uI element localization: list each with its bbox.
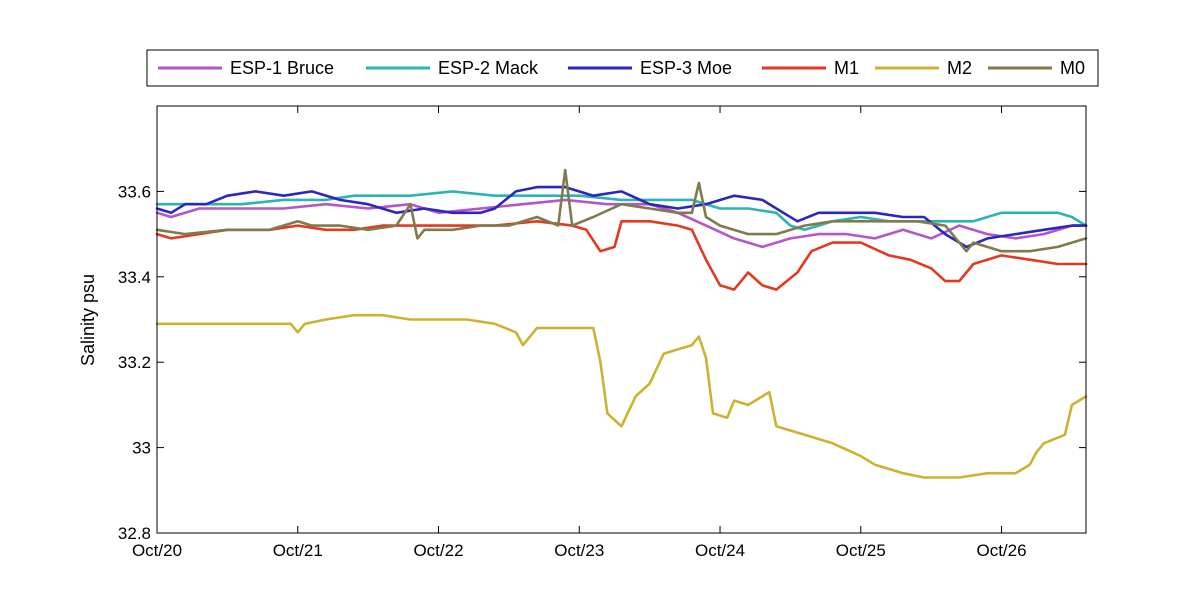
x-tick-label-3: Oct/23 <box>554 541 604 560</box>
x-tick-label-1: Oct/21 <box>273 541 323 560</box>
x-tick-label-5: Oct/25 <box>836 541 886 560</box>
series-line-3 <box>155 220 1088 291</box>
legend-label-1: ESP-2 Mack <box>438 58 539 78</box>
legend-label-2: ESP-3 Moe <box>640 58 732 78</box>
legend-label-5: M0 <box>1060 58 1085 78</box>
series-line-2 <box>155 185 1088 249</box>
x-tick-label-2: Oct/22 <box>413 541 463 560</box>
legend-label-4: M2 <box>947 58 972 78</box>
legend: ESP-1 Bruce ESP-2 Mack ESP-3 Moe M1 M2 M0 <box>146 49 1099 87</box>
y-tick-label-0: 32.8 <box>118 524 151 543</box>
y-tick-label-2: 33.2 <box>118 353 151 372</box>
legend-label-3: M1 <box>834 58 859 78</box>
series-line-0 <box>155 198 1088 249</box>
y-tick-label-1: 33 <box>132 439 151 458</box>
x-tick-label-6: Oct/26 <box>976 541 1026 560</box>
series-layer <box>155 168 1088 479</box>
series-line-1 <box>155 190 1088 232</box>
y-axis-label: Salinity psu <box>78 274 98 366</box>
y-tick-label-4: 33.6 <box>118 182 151 201</box>
x-tick-label-4: Oct/24 <box>695 541 745 560</box>
series-line-5 <box>155 168 1088 253</box>
legend-label-0: ESP-1 Bruce <box>230 58 334 78</box>
axis-ticks: Oct/20 Oct/21 Oct/22 Oct/23 Oct/24 Oct/25 Oct/… <box>118 106 1086 560</box>
plot-area-frame <box>156 105 1087 534</box>
series-line-4 <box>155 313 1088 479</box>
y-tick-label-3: 33.4 <box>118 268 151 287</box>
x-tick-label-0: Oct/20 <box>132 541 182 560</box>
